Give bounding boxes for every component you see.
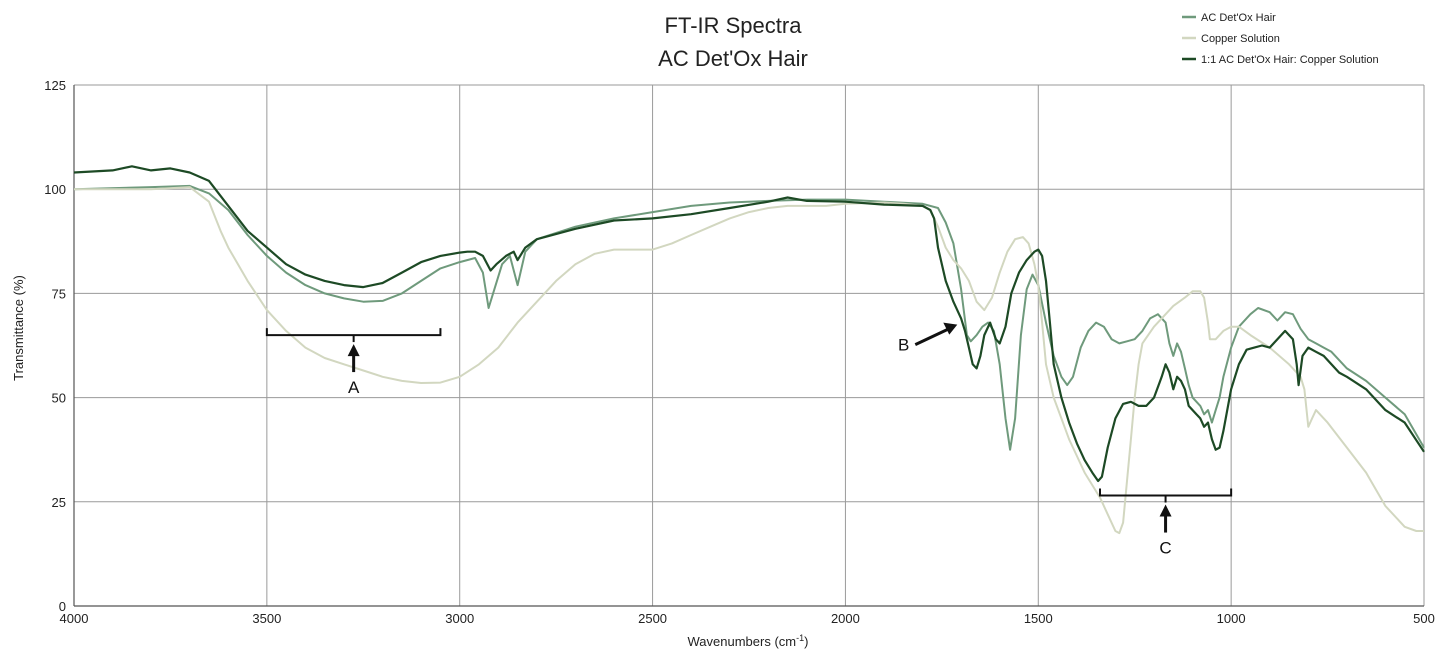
y-tick-label: 100 (44, 182, 66, 197)
annotation-label-a: A (348, 378, 360, 397)
legend-label: Copper Solution (1201, 33, 1280, 45)
annotation-bracket-a (265, 328, 442, 337)
series-line-2 (74, 186, 1424, 535)
x-tick-label: 3000 (445, 611, 474, 626)
annotation-arrow-head (1159, 504, 1172, 517)
series-group (73, 165, 1425, 535)
y-tick-label: 0 (59, 599, 66, 614)
annotation-arrow-shaft (914, 327, 950, 347)
y-tick-label: 50 (52, 391, 66, 406)
y-axis-label: Transmittance (%) (11, 275, 26, 381)
x-tick-label: 1000 (1217, 611, 1246, 626)
series-line-1 (73, 184, 1425, 451)
y-tick-label: 125 (44, 78, 66, 93)
series-line-3 (73, 165, 1425, 483)
y-tick-label: 75 (52, 286, 66, 301)
x-tick-label: 2000 (831, 611, 860, 626)
annotation-arrow-head (347, 344, 360, 357)
x-tick-label: 500 (1413, 611, 1435, 626)
legend-label: AC Det'Ox Hair (1201, 12, 1276, 24)
legend-label: 1:1 AC Det'Ox Hair: Copper Solution (1201, 54, 1379, 66)
annotations: A B C (265, 322, 1233, 558)
annotation-arrow-head (943, 322, 958, 335)
x-axis-label-suffix: ) (804, 634, 808, 649)
y-tick-label: 25 (52, 495, 66, 510)
chart-title: FT-IR Spectra (665, 13, 803, 38)
chart-subtitle: AC Det'Ox Hair (658, 46, 808, 71)
x-tick-label: 2500 (638, 611, 667, 626)
x-axis-label-sup: -1 (796, 633, 804, 643)
annotation-label-b: B (898, 336, 909, 355)
x-tick-label: 1500 (1024, 611, 1053, 626)
x-axis-label-main: Wavenumbers (cm (688, 634, 797, 649)
x-axis-label: Wavenumbers (cm-1) (688, 633, 809, 649)
tick-labels: 4000 3500 3000 2500 2000 1500 1000 500 0 25 50 75 10… (44, 78, 1435, 626)
annotation-bracket-c (1099, 488, 1233, 497)
x-tick-label: 3500 (252, 611, 281, 626)
grid (73, 84, 1425, 607)
annotation-label-c: C (1159, 539, 1171, 558)
legend: AC Det'Ox Hair Copper Solution 1:1 AC Det'… (1182, 12, 1379, 66)
x-tick-label: 4000 (60, 611, 89, 626)
